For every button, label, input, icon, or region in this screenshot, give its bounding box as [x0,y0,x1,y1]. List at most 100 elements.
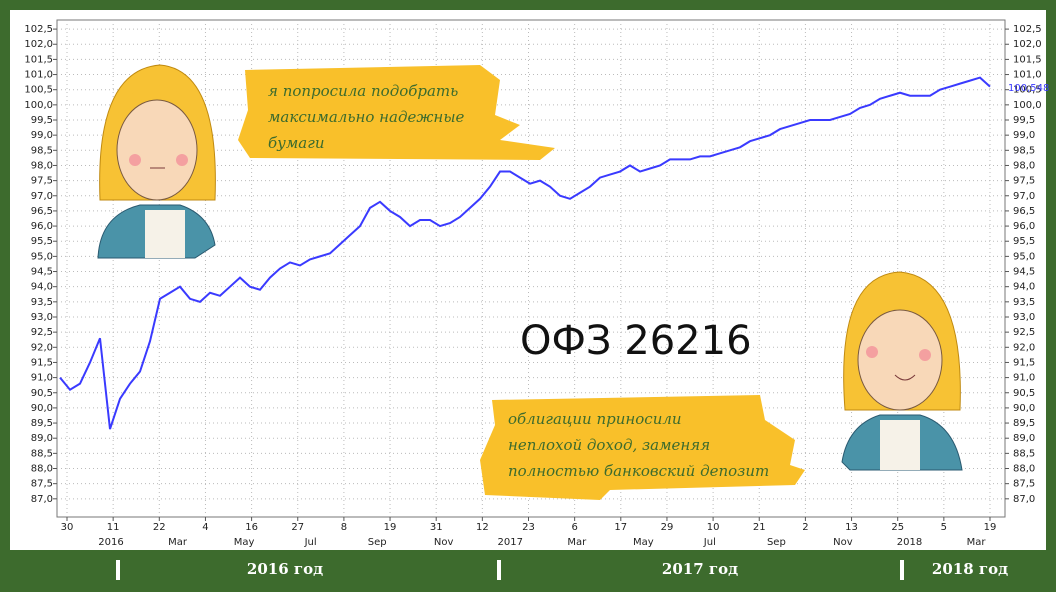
y-tick-label: 99,0 [1013,130,1035,141]
bubble-text: полностью банковский депозит [508,462,769,480]
y-tick-label: 91,5 [1013,357,1035,368]
y-tick-label: 96,0 [31,221,53,232]
x-month-label: Mar [168,537,188,548]
x-tick-label: 30 [61,522,74,533]
y-tick-label: 93,5 [31,297,53,308]
y-tick-label: 87,0 [1013,494,1035,505]
y-tick-label: 99,5 [31,115,53,126]
y-tick-label: 88,5 [1013,448,1035,459]
x-month-label: May [633,537,654,548]
y-tick-label: 92,0 [1013,342,1035,353]
y-tick-label: 102,0 [24,39,53,50]
y-tick-label: 94,0 [1013,282,1035,293]
x-month-label: Jul [703,537,716,548]
page: 87,087,087,587,588,088,088,588,589,089,0… [0,0,1056,592]
y-tick-label: 90,0 [1013,403,1035,414]
bubble-text: неплохой доход, заменяя [508,436,710,454]
y-tick-label: 100,0 [1013,100,1042,111]
y-tick-label: 97,5 [1013,176,1035,187]
girl-illustration [98,65,215,258]
bubble-text: максимально надежные [268,108,465,126]
x-month-label: 2018 [897,537,922,548]
x-month-label: 2016 [98,537,123,548]
y-tick-label: 102,5 [24,24,53,35]
x-tick-label: 5 [941,522,947,533]
x-tick-label: 23 [522,522,535,533]
y-tick-label: 96,5 [1013,206,1035,217]
x-tick-label: 16 [245,522,258,533]
y-tick-label: 96,5 [31,206,53,217]
girl-illustration [842,272,962,470]
x-tick-label: 25 [891,522,904,533]
y-tick-label: 93,5 [1013,297,1035,308]
bubble-text: бумаги [268,134,324,152]
year-label: 2017 год [662,560,738,578]
x-tick-label: 11 [107,522,120,533]
y-tick-label: 97,0 [1013,191,1035,202]
y-tick-label: 90,5 [31,388,53,399]
bubble-text: облигации приносили [508,410,682,428]
y-tick-label: 101,0 [24,70,53,81]
x-month-label: Nov [833,537,853,548]
x-tick-label: 2 [802,522,808,533]
y-tick-label: 99,5 [1013,115,1035,126]
x-month-label: Mar [567,537,587,548]
y-tick-label: 102,5 [1013,24,1042,35]
y-tick-label: 100,5 [24,85,53,96]
x-tick-label: 31 [430,522,443,533]
y-tick-label: 91,5 [31,357,53,368]
x-month-label: Sep [767,537,786,548]
y-tick-label: 95,5 [31,236,53,247]
x-month-label: May [234,537,255,548]
x-month-label: Jul [304,537,317,548]
y-tick-label: 99,0 [31,130,53,141]
chart-title: ОФЗ 26216 [520,318,752,364]
x-month-label: Mar [967,537,987,548]
y-tick-label: 87,5 [1013,479,1035,490]
footer-bar [0,552,1056,592]
x-tick-label: 4 [202,522,208,533]
x-tick-label: 19 [984,522,997,533]
y-tick-label: 88,0 [1013,464,1035,475]
x-tick-label: 8 [341,522,347,533]
x-tick-label: 21 [753,522,766,533]
year-label: 2018 год [932,560,1008,578]
x-tick-label: 13 [845,522,858,533]
y-tick-label: 94,5 [1013,267,1035,278]
x-tick-label: 10 [707,522,720,533]
y-tick-label: 102,0 [1013,39,1042,50]
y-tick-label: 90,0 [31,403,53,414]
x-tick-label: 12 [476,522,489,533]
y-tick-label: 95,0 [31,251,53,262]
y-tick-label: 88,0 [31,464,53,475]
y-tick-label: 101,0 [1013,70,1042,81]
y-tick-label: 92,0 [31,342,53,353]
y-tick-label: 93,0 [31,312,53,323]
divider [116,560,120,580]
y-tick-label: 88,5 [31,448,53,459]
year-label: 2016 год [247,560,323,578]
y-tick-label: 89,5 [31,418,53,429]
x-tick-label: 27 [291,522,304,533]
y-tick-label: 95,5 [1013,236,1035,247]
y-tick-label: 96,0 [1013,221,1035,232]
divider [900,560,904,580]
x-tick-label: 17 [614,522,627,533]
y-tick-label: 100,0 [24,100,53,111]
y-tick-label: 101,5 [24,54,53,65]
x-tick-label: 22 [153,522,166,533]
x-month-label: Sep [368,537,387,548]
y-tick-label: 97,5 [31,176,53,187]
last-price-label: 100,548 [1008,83,1049,94]
x-tick-label: 29 [661,522,674,533]
x-month-label: Nov [434,537,454,548]
y-tick-label: 90,5 [1013,388,1035,399]
y-tick-label: 89,5 [1013,418,1035,429]
y-tick-label: 89,0 [1013,433,1035,444]
y-tick-label: 87,5 [31,479,53,490]
x-tick-label: 6 [571,522,577,533]
y-tick-label: 98,0 [1013,160,1035,171]
y-tick-label: 89,0 [31,433,53,444]
y-tick-label: 92,5 [1013,327,1035,338]
y-tick-label: 91,0 [1013,373,1035,384]
